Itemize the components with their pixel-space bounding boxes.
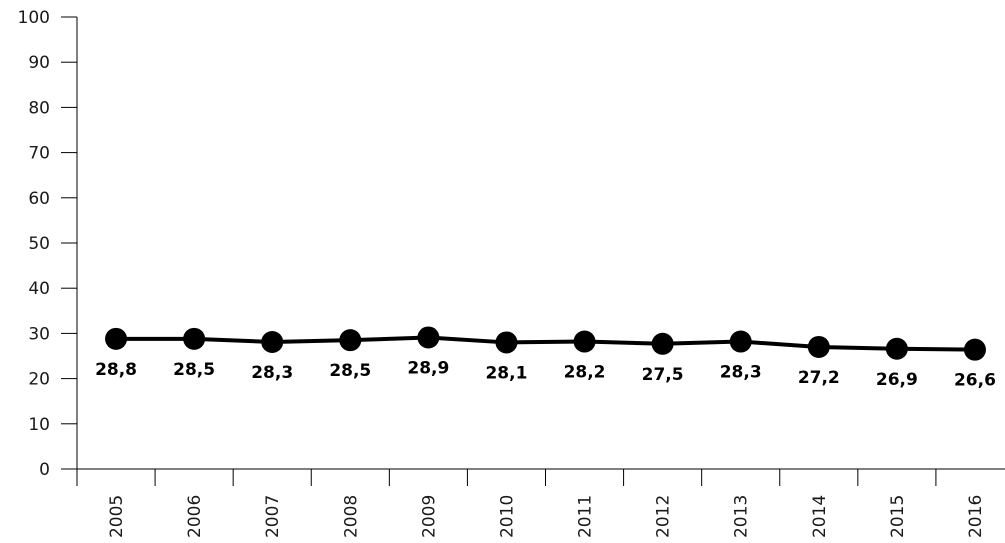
data-label: 28,5 — [173, 360, 215, 380]
x-tick-label: 2006 — [185, 495, 205, 538]
y-tick-label: 60 — [28, 189, 50, 209]
series-line — [116, 335, 975, 352]
data-point — [651, 332, 674, 355]
x-tick-label: 2015 — [888, 495, 908, 538]
data-label: 28,3 — [251, 363, 293, 383]
data-label: 28,2 — [564, 363, 606, 383]
y-tick-label: 80 — [28, 98, 50, 118]
x-tick-label: 2013 — [732, 495, 752, 538]
data-point — [729, 330, 752, 353]
x-tick-label: 2005 — [107, 495, 127, 538]
data-point — [885, 337, 908, 360]
y-tick-label: 10 — [28, 415, 50, 435]
y-axis: 0 10 20 30 40 50 60 70 80 90 100 — [18, 8, 78, 480]
data-point — [495, 331, 518, 354]
data-point — [105, 327, 128, 350]
data-point — [807, 335, 830, 358]
x-tick-label: 2009 — [419, 495, 439, 538]
data-point — [573, 330, 596, 353]
y-tick-label: 70 — [28, 144, 50, 164]
data-label: 28,1 — [485, 363, 527, 383]
x-tick-label: 2011 — [576, 495, 596, 538]
y-tick-label: 20 — [28, 370, 50, 390]
data-label: 26,6 — [954, 371, 996, 391]
x-tick-label: 2012 — [654, 495, 674, 538]
data-label: 28,8 — [95, 360, 137, 380]
x-axis: 2005 2006 2007 2008 2009 2010 2011 2012 2013 2014… — [76, 468, 1005, 538]
data-label: 28,9 — [407, 358, 449, 378]
y-tick-label: 40 — [28, 279, 50, 299]
y-tick-label: 0 — [39, 460, 50, 480]
data-labels-group: 28,8 28,5 28,3 28,5 28,9 28,1 28,2 27,5 28,3 27,2… — [95, 358, 996, 390]
y-tick-label: 30 — [28, 324, 50, 344]
data-point — [963, 338, 986, 361]
data-point — [339, 329, 362, 352]
data-point — [261, 330, 284, 353]
x-tick-label: 2008 — [341, 495, 361, 538]
x-tick-label: 2016 — [966, 495, 986, 538]
data-label: 27,5 — [642, 365, 684, 385]
x-tick-label: 2007 — [263, 495, 283, 538]
y-tick-label: 90 — [28, 53, 50, 73]
data-label: 26,9 — [876, 370, 918, 390]
y-tick-label: 100 — [18, 8, 50, 28]
data-point — [183, 327, 206, 350]
series-line-group — [105, 326, 986, 361]
data-label: 27,2 — [798, 368, 840, 388]
data-label: 28,3 — [720, 363, 762, 383]
x-tick-label: 2010 — [497, 495, 517, 538]
y-tick-label: 50 — [28, 234, 50, 254]
data-point — [417, 326, 440, 349]
data-label: 28,5 — [329, 361, 371, 381]
x-tick-label: 2014 — [810, 495, 830, 538]
